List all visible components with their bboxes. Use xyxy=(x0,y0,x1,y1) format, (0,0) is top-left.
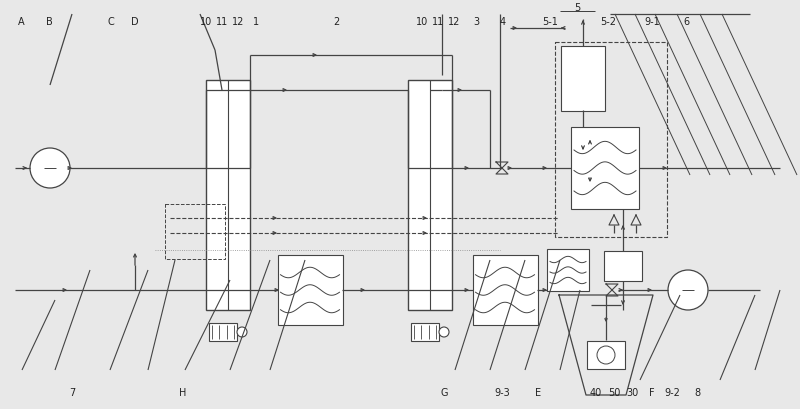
Text: 11: 11 xyxy=(216,18,229,27)
Text: E: E xyxy=(534,388,541,398)
Circle shape xyxy=(30,148,70,188)
Text: H: H xyxy=(178,388,186,398)
Circle shape xyxy=(237,327,247,337)
Bar xyxy=(555,42,667,237)
Bar xyxy=(209,323,237,341)
Text: 12: 12 xyxy=(232,18,245,27)
Text: 4: 4 xyxy=(499,18,506,27)
Text: 6: 6 xyxy=(683,18,690,27)
Text: 7: 7 xyxy=(69,388,75,398)
Text: 50: 50 xyxy=(608,388,621,398)
Bar xyxy=(206,80,250,310)
Text: 9-1: 9-1 xyxy=(644,18,660,27)
Bar xyxy=(604,251,642,281)
Bar xyxy=(411,323,439,341)
Text: G: G xyxy=(440,388,448,398)
Bar xyxy=(561,46,605,111)
Bar xyxy=(571,127,639,209)
Text: C: C xyxy=(107,18,114,27)
Text: 5: 5 xyxy=(574,3,581,13)
Text: D: D xyxy=(130,18,138,27)
Bar xyxy=(547,249,589,291)
Text: 40: 40 xyxy=(590,388,602,398)
Text: 9-2: 9-2 xyxy=(664,388,680,398)
Text: 10: 10 xyxy=(416,18,429,27)
Text: 2: 2 xyxy=(333,18,339,27)
Bar xyxy=(278,255,342,325)
Text: A: A xyxy=(18,18,25,27)
Text: 5-2: 5-2 xyxy=(600,18,616,27)
Text: 3: 3 xyxy=(473,18,479,27)
Text: B: B xyxy=(46,18,53,27)
Bar xyxy=(473,255,538,325)
Text: 30: 30 xyxy=(626,388,638,398)
Text: 12: 12 xyxy=(448,18,461,27)
Text: 1: 1 xyxy=(253,18,259,27)
Text: F: F xyxy=(649,388,655,398)
Bar xyxy=(165,204,225,259)
Text: 11: 11 xyxy=(432,18,445,27)
Text: 10: 10 xyxy=(200,18,213,27)
Circle shape xyxy=(597,346,615,364)
Circle shape xyxy=(439,327,449,337)
Bar xyxy=(408,80,452,310)
Text: 5-1: 5-1 xyxy=(542,18,558,27)
Bar xyxy=(587,341,625,369)
Circle shape xyxy=(668,270,708,310)
Text: 9-3: 9-3 xyxy=(494,388,510,398)
Text: 8: 8 xyxy=(694,388,701,398)
